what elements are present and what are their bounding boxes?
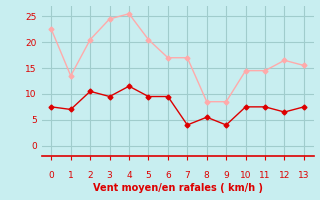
X-axis label: Vent moyen/en rafales ( km/h ): Vent moyen/en rafales ( km/h ) xyxy=(92,183,263,193)
